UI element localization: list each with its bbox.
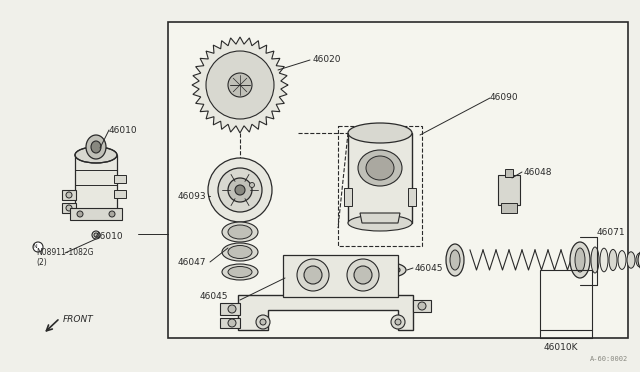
Ellipse shape xyxy=(618,251,626,269)
Ellipse shape xyxy=(358,150,402,186)
Ellipse shape xyxy=(374,263,406,277)
Circle shape xyxy=(206,51,274,119)
Circle shape xyxy=(228,319,236,327)
Ellipse shape xyxy=(450,250,460,270)
Bar xyxy=(348,133,412,223)
Bar xyxy=(498,175,520,205)
Ellipse shape xyxy=(348,123,412,143)
Polygon shape xyxy=(192,37,288,133)
Text: 46010K: 46010K xyxy=(544,343,579,352)
Ellipse shape xyxy=(627,252,635,268)
Bar xyxy=(344,188,352,206)
Circle shape xyxy=(260,319,266,325)
Text: FRONT: FRONT xyxy=(63,315,93,324)
Text: 46048: 46048 xyxy=(524,168,552,177)
Circle shape xyxy=(208,158,272,222)
Ellipse shape xyxy=(75,147,117,163)
Bar xyxy=(168,22,628,338)
Circle shape xyxy=(94,233,98,237)
Ellipse shape xyxy=(348,215,412,231)
Circle shape xyxy=(354,266,372,284)
Circle shape xyxy=(218,168,262,212)
Text: 46010: 46010 xyxy=(95,232,124,241)
Circle shape xyxy=(395,319,401,325)
Ellipse shape xyxy=(222,264,258,280)
Polygon shape xyxy=(238,295,413,330)
Circle shape xyxy=(33,242,43,252)
Polygon shape xyxy=(360,213,400,223)
Text: 46010: 46010 xyxy=(109,126,138,135)
Ellipse shape xyxy=(222,222,258,242)
Ellipse shape xyxy=(228,266,252,278)
Circle shape xyxy=(638,245,640,275)
Ellipse shape xyxy=(575,248,585,272)
Bar xyxy=(540,270,592,330)
Bar xyxy=(501,203,517,213)
Bar xyxy=(114,175,126,183)
Ellipse shape xyxy=(222,243,258,261)
Bar xyxy=(413,300,431,312)
Bar xyxy=(220,318,240,328)
Ellipse shape xyxy=(228,225,252,239)
Text: 46020: 46020 xyxy=(313,55,342,64)
Text: N: N xyxy=(33,244,37,249)
Circle shape xyxy=(235,185,245,195)
Bar xyxy=(408,188,416,206)
Ellipse shape xyxy=(228,246,252,259)
Ellipse shape xyxy=(591,247,599,273)
Text: N08911-1082G
(2): N08911-1082G (2) xyxy=(36,248,93,267)
Ellipse shape xyxy=(570,242,590,278)
Text: 46045: 46045 xyxy=(415,264,444,273)
Ellipse shape xyxy=(446,244,464,276)
Bar xyxy=(114,190,126,198)
Circle shape xyxy=(228,178,252,202)
Circle shape xyxy=(304,266,322,284)
Bar xyxy=(283,255,398,297)
Ellipse shape xyxy=(636,253,640,267)
Circle shape xyxy=(77,211,83,217)
Circle shape xyxy=(418,302,426,310)
Circle shape xyxy=(228,73,252,97)
Ellipse shape xyxy=(366,156,394,180)
Circle shape xyxy=(347,259,379,291)
Bar xyxy=(62,190,76,200)
Circle shape xyxy=(297,259,329,291)
Circle shape xyxy=(250,183,255,187)
Text: 46047: 46047 xyxy=(178,258,207,267)
Text: 46071: 46071 xyxy=(597,228,626,237)
Bar xyxy=(75,155,117,210)
Bar xyxy=(70,208,122,220)
Text: 46093: 46093 xyxy=(178,192,207,201)
Bar xyxy=(62,203,76,213)
Text: 46090: 46090 xyxy=(490,93,518,102)
Circle shape xyxy=(92,231,100,239)
Text: 46045: 46045 xyxy=(200,292,228,301)
Bar xyxy=(220,303,240,315)
Ellipse shape xyxy=(609,249,617,270)
Bar xyxy=(505,169,513,177)
Ellipse shape xyxy=(600,248,608,272)
Circle shape xyxy=(228,305,236,313)
Text: A-60:0002: A-60:0002 xyxy=(589,356,628,362)
Bar xyxy=(338,126,422,246)
Ellipse shape xyxy=(91,141,101,153)
Circle shape xyxy=(256,315,270,329)
Ellipse shape xyxy=(380,266,400,275)
Circle shape xyxy=(66,192,72,198)
Circle shape xyxy=(109,211,115,217)
Circle shape xyxy=(66,205,72,211)
Ellipse shape xyxy=(86,135,106,159)
Circle shape xyxy=(391,315,405,329)
